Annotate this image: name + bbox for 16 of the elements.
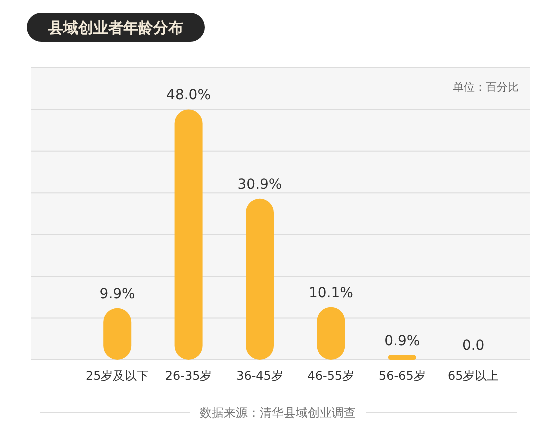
data-label: 9.9% xyxy=(100,286,136,302)
x-tick-label: 46-55岁 xyxy=(308,369,355,383)
chart-title: 县域创业者年龄分布 xyxy=(48,19,184,37)
data-label: 48.0% xyxy=(166,88,212,104)
x-tick-label: 65岁以上 xyxy=(448,369,500,383)
data-label: 30.9% xyxy=(238,176,282,193)
source-note: 数据来源：清华县域创业调查 xyxy=(200,406,356,420)
annotation: 单位：百分比 xyxy=(453,81,519,94)
title: 县域创业者年龄分布 xyxy=(27,13,205,42)
x-tick-label: 36-45岁 xyxy=(236,369,284,383)
data-label: 0.0 xyxy=(462,338,485,354)
x-tick-label: 25岁及以下 xyxy=(86,369,150,383)
data-label: 10.1% xyxy=(308,285,354,302)
x-tick-label: 56-65岁 xyxy=(378,369,426,383)
data-label: 0.9% xyxy=(384,333,420,350)
x-tick-label: 26-35岁 xyxy=(165,369,212,383)
